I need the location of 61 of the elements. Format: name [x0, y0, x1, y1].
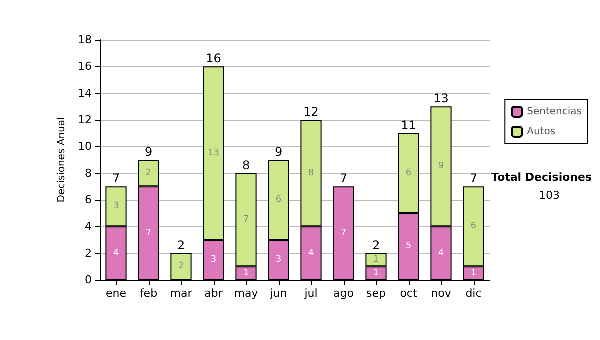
legend-label: Autos: [527, 126, 556, 138]
data-label: 6: [406, 168, 412, 178]
x-tick-label: may: [234, 287, 259, 300]
data-label: 1: [373, 268, 380, 278]
total-label: 16: [206, 52, 222, 66]
data-label: 1: [470, 268, 477, 278]
data-label: 9: [438, 162, 444, 172]
x-tick-label: abr: [204, 287, 224, 300]
y-tick-label: 8: [85, 166, 92, 180]
x-tick-label: ene: [106, 287, 127, 300]
total-label: 7: [470, 172, 478, 186]
total-label: 7: [112, 172, 120, 186]
legend-label: Sentencias: [527, 106, 582, 118]
x-tick-label: feb: [140, 287, 158, 300]
data-label: 7: [340, 228, 347, 238]
y-tick-label: 2: [85, 246, 92, 260]
data-label: 6: [470, 222, 477, 232]
x-tick-label: dic: [466, 287, 482, 300]
data-label: 7: [146, 228, 152, 238]
data-label: 4: [308, 248, 314, 258]
y-tick-label: 14: [78, 86, 92, 100]
x-tick-label: oct: [400, 287, 418, 300]
y-tick-label: 10: [78, 140, 92, 154]
total-label: 12: [304, 105, 319, 119]
data-label: 13: [208, 148, 220, 158]
total-label: 11: [401, 118, 416, 132]
text: Total Decisiones: [492, 171, 592, 184]
data-label: 2: [146, 168, 152, 178]
total-label: 2: [372, 238, 380, 252]
data-label: 8: [308, 168, 314, 178]
x-tick-label: mar: [170, 287, 193, 300]
y-tick-label: 6: [85, 194, 92, 206]
x-tick-label: nov: [431, 287, 452, 300]
data-label: 6: [276, 195, 282, 205]
data-label: 1: [243, 268, 250, 278]
data-label: 3: [276, 255, 282, 265]
total-label: 2: [177, 238, 186, 252]
data-label: 4: [113, 248, 120, 258]
data-label: 3: [210, 255, 217, 265]
data-label: 7: [243, 215, 250, 225]
total-label: 9: [144, 145, 153, 159]
total-label: 7: [340, 172, 348, 186]
y-tick-label: 18: [78, 34, 92, 46]
text: 103: [539, 189, 560, 202]
x-tick-label: ago: [334, 287, 354, 300]
data-label: 4: [438, 248, 444, 258]
total-label: 13: [434, 92, 449, 106]
y-tick-label: 16: [78, 60, 92, 74]
total-label: 9: [274, 145, 283, 159]
x-tick-label: jul: [304, 287, 318, 300]
y-tick-label: 0: [85, 274, 92, 286]
x-tick-label: sep: [366, 287, 386, 300]
data-label: 2: [178, 262, 184, 272]
data-label: 5: [406, 242, 412, 252]
y-axis-title: Decisiones Anual: [56, 117, 68, 203]
y-tick-label: 12: [78, 114, 92, 126]
data-label: 1: [373, 255, 380, 265]
total-label: 8: [242, 158, 250, 172]
data-label: 3: [113, 202, 120, 212]
y-tick-label: 4: [85, 220, 92, 234]
x-tick-label: jun: [269, 287, 288, 300]
